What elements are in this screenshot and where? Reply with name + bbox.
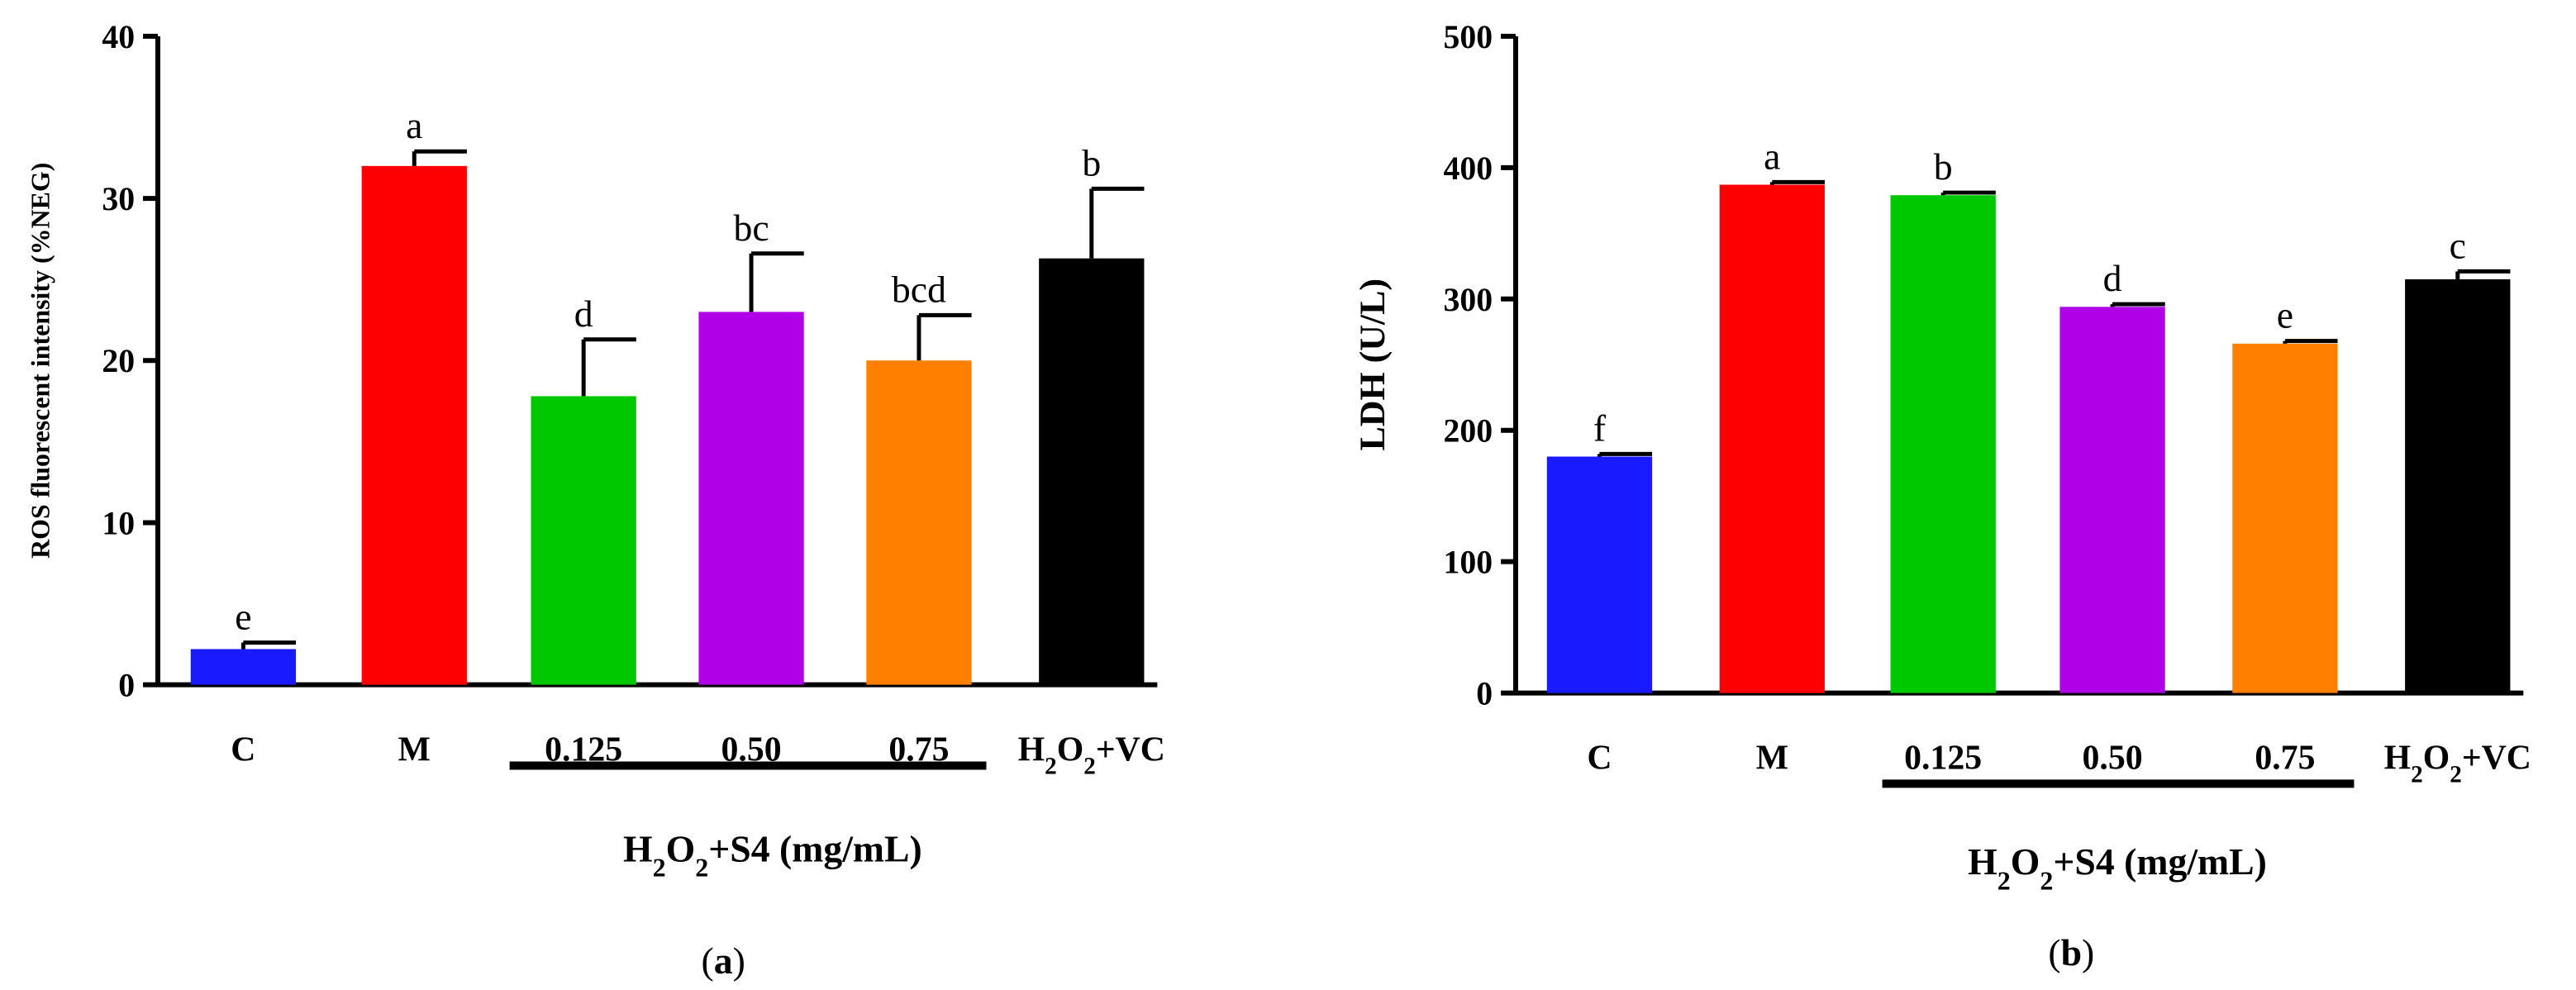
chart-panel-b: 0 100 200 300 400 500 LDH (U/L) f Ca Mb 0.125 d 0.50… xyxy=(1353,18,2531,973)
x-category-label: 0.75 xyxy=(2255,739,2315,777)
significance-letter: bc xyxy=(733,207,769,249)
significance-letter: a xyxy=(1764,135,1780,177)
bar-C xyxy=(1546,456,1653,693)
bar-0.75 xyxy=(2232,343,2338,693)
x-category-label: C xyxy=(231,731,255,769)
bar-0.125 xyxy=(1890,195,1996,693)
y-tick-label: 10 xyxy=(102,504,135,541)
y-tick-label: 300 xyxy=(1443,281,1493,318)
x-category-label: M xyxy=(1756,739,1788,777)
y-axis-label: ROS fluorescent intensity (%NEG) xyxy=(26,163,55,559)
significance-letter: b xyxy=(1082,141,1101,183)
bar-H2O2+VC xyxy=(2405,278,2511,693)
panel-label: (b) xyxy=(2048,931,2094,973)
y-tick-label: 100 xyxy=(1443,544,1493,581)
y-tick-label: 200 xyxy=(1443,412,1493,450)
bar-0.50 xyxy=(698,312,804,685)
significance-letter: bcd xyxy=(892,268,946,310)
group-label: H2O2+S4 (mg/mL) xyxy=(623,827,922,882)
chart-panel-a: 0 10 20 30 40 ROS fluorescent intensity (%NEG… xyxy=(26,18,1165,982)
bar-0.75 xyxy=(866,360,972,685)
bar-M xyxy=(1719,184,1825,693)
bar-M xyxy=(361,165,467,685)
significance-letter: f xyxy=(1593,407,1607,449)
y-tick-label: 30 xyxy=(102,180,135,217)
y-tick-label: 20 xyxy=(102,342,135,379)
x-category-label: C xyxy=(1587,739,1612,777)
x-category-label: H2O2+VC xyxy=(1018,731,1165,779)
bar-0.50 xyxy=(2059,307,2165,693)
bar-0.125 xyxy=(531,396,636,685)
bar-H2O2+VC xyxy=(1039,258,1145,685)
x-category-label: H2O2+VC xyxy=(2384,739,2531,788)
significance-letter: e xyxy=(235,596,251,638)
x-category-label: M xyxy=(398,731,431,769)
y-tick-label: 500 xyxy=(1443,18,1493,55)
y-tick-label: 400 xyxy=(1443,150,1493,187)
y-tick-label: 0 xyxy=(118,667,135,704)
y-tick-label: 40 xyxy=(102,18,135,55)
significance-letter: b xyxy=(1934,145,1953,188)
y-tick-label: 0 xyxy=(1476,675,1493,712)
significance-letter: d xyxy=(574,293,593,335)
group-label: H2O2+S4 (mg/mL) xyxy=(1968,840,2267,895)
bar-C xyxy=(190,649,297,685)
panel-label: (a) xyxy=(702,940,745,982)
y-axis-label: LDH (U/L) xyxy=(1353,278,1393,451)
significance-letter: e xyxy=(2277,294,2293,336)
significance-letter: c xyxy=(2450,224,2466,266)
x-category-label: 0.125 xyxy=(1904,739,1982,777)
x-category-label: 0.50 xyxy=(2083,739,2143,777)
significance-letter: d xyxy=(2103,257,2122,299)
significance-letter: a xyxy=(406,104,422,146)
